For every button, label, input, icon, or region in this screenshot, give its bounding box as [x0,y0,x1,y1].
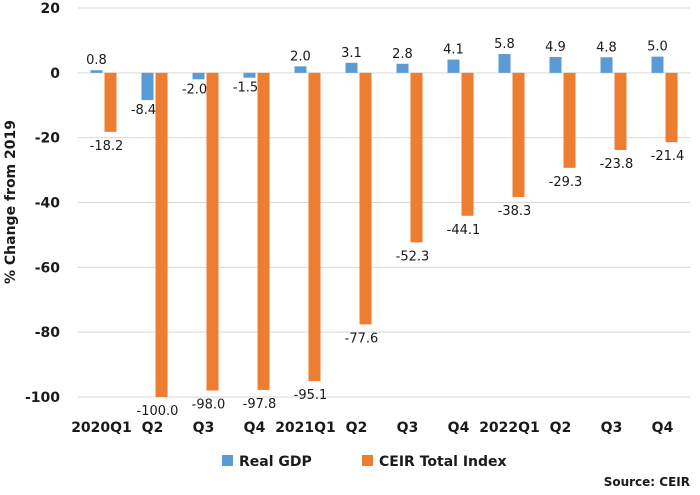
legend-swatch [222,455,233,466]
data-label: 2.0 [290,49,311,64]
y-tick-label: -100 [25,390,60,406]
data-label: 3.1 [341,46,362,61]
x-tick-label: Q4 [244,420,266,436]
x-axis-ticks: 2020Q1 Q2 Q3 Q4 2021Q1 Q2 Q3 Q4 2022Q1 Q2 Q3 Q4 [71,420,673,436]
data-label: 4.8 [596,40,617,55]
x-tick-label: Q2 [142,420,164,436]
bar-ceir-index [665,72,678,143]
data-label: 5.0 [647,40,668,55]
x-tick-label: 2022Q1 [479,420,540,436]
legend: Real GDP CEIR Total Index [222,454,507,470]
data-label: 2.8 [392,47,413,62]
data-label: -52.3 [396,249,430,264]
data-label: -2.0 [182,82,207,97]
y-axis-ticks: 20 0 -20 -40 -60 -80 -100 [25,1,60,406]
data-label: -21.4 [651,149,685,164]
x-tick-label: Q2 [346,420,368,436]
x-tick-label: 2020Q1 [71,420,132,436]
bar-real-gdp [396,63,409,73]
bar-ceir-index [512,72,525,197]
data-label: 0.8 [86,53,107,68]
bar-real-gdp [243,72,256,78]
bar-ceir-index [155,72,168,397]
bar-ceir-index [206,72,219,391]
x-tick-label: Q4 [652,420,674,436]
data-label: 4.9 [545,40,566,55]
data-label: -97.8 [243,397,277,412]
x-tick-label: Q2 [550,420,572,436]
bar-real-gdp [345,62,358,73]
data-label: -23.8 [600,157,634,172]
source-note: Source: CEIR [604,475,690,489]
bar-real-gdp [192,72,205,80]
data-label: -77.6 [345,331,379,346]
x-tick-label: Q3 [193,420,215,436]
bar-ceir-index [461,72,474,216]
bar-ceir-index [257,72,270,390]
grid-lines [78,7,690,398]
data-label: -98.0 [192,398,226,413]
legend-swatch [362,455,373,466]
y-tick-label: 20 [41,1,61,17]
y-tick-label: -60 [35,260,61,276]
x-tick-label: Q3 [397,420,419,436]
bar-real-gdp [447,59,460,73]
y-tick-label: -20 [35,131,61,147]
x-tick-label: Q4 [448,420,470,436]
bar-real-gdp [600,57,613,73]
bar-ceir-index [563,72,576,168]
bar-ceir-index [410,72,423,243]
data-label: -29.3 [549,175,583,190]
bar-ceir-index [308,72,321,382]
data-label: -100.0 [137,404,179,419]
y-tick-label: 0 [50,66,60,82]
data-label: 5.8 [494,37,515,52]
y-tick-label: -80 [35,325,61,341]
legend-label: CEIR Total Index [379,454,507,470]
bar-ceir-index [614,72,627,150]
data-label: -1.5 [233,81,258,96]
bar-real-gdp [498,54,511,73]
x-tick-label: Q3 [601,420,623,436]
data-label: -8.4 [131,103,156,118]
data-label: -44.1 [447,223,481,238]
data-label: -38.3 [498,204,532,219]
y-tick-label: -40 [35,196,61,212]
bar-real-gdp [651,56,664,73]
data-label: -18.2 [90,139,124,154]
bar-real-gdp [294,66,307,73]
bar-ceir-index [359,72,372,325]
data-label: -95.1 [294,388,328,403]
data-labels: 0.8 -18.2 -8.4 -100.0 -2.0 -98.0 -1.5 -97.8 2.0 -… [86,37,684,419]
x-tick-label: 2021Q1 [275,420,336,436]
bar-ceir-index [104,72,117,132]
bars [90,54,678,397]
y-axis-label: % Change from 2019 [3,120,19,284]
data-label: 4.1 [443,43,464,58]
bar-real-gdp [549,56,562,73]
bar-real-gdp [90,70,103,73]
bar-real-gdp [141,72,154,101]
legend-label: Real GDP [239,454,312,470]
